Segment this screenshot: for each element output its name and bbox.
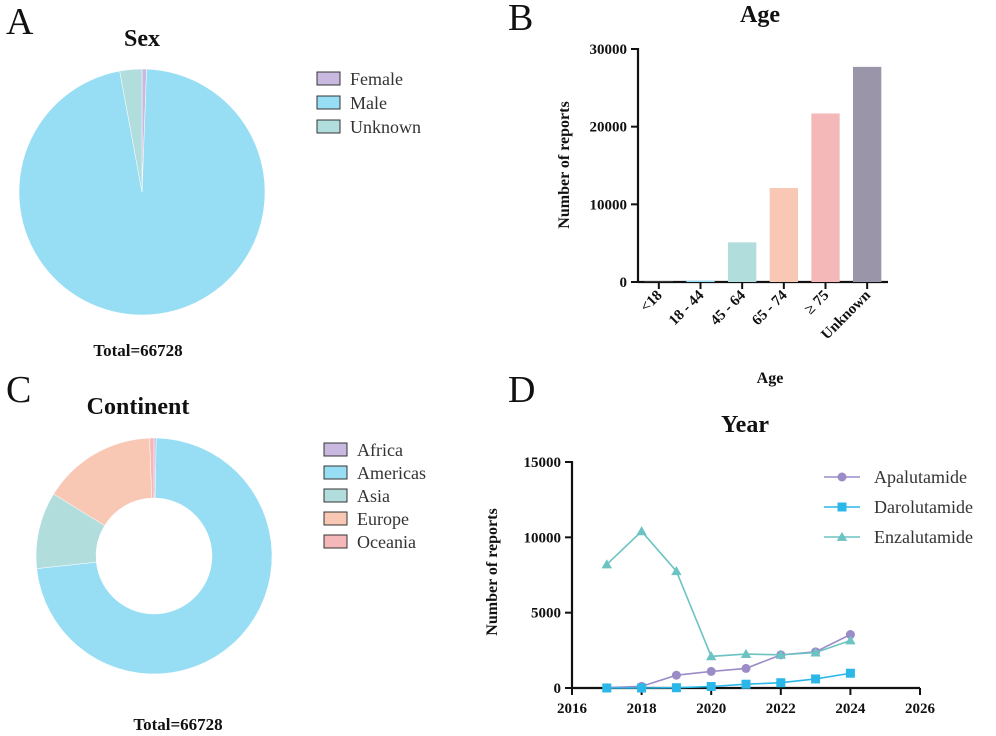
data-point-enzalutamide <box>775 649 786 659</box>
continent-chart-title: Continent <box>87 394 190 420</box>
pie-slice-oceania <box>149 437 155 499</box>
legend-label-americas: Americas <box>357 463 426 483</box>
data-point-apalutamide <box>706 666 716 676</box>
legend-swatch-asia <box>323 488 348 503</box>
continent-donut <box>35 437 273 675</box>
data-point-apalutamide <box>671 670 681 680</box>
age-x-tick-label: 45 - 64 <box>708 287 750 329</box>
panel-letter-a: A <box>6 1 34 43</box>
legend-swatch-oceania <box>323 534 348 549</box>
legend-label-africa: Africa <box>357 440 403 460</box>
panel-letter-d: D <box>508 369 535 411</box>
pie-slice-americas <box>36 437 273 675</box>
legend-marker-apalutamide <box>837 472 847 482</box>
year-x-tick-label: 2026 <box>905 701 936 717</box>
year-y-tick-label: 15000 <box>524 455 562 471</box>
year-x-tick-label: 2016 <box>557 701 588 717</box>
data-point-enzalutamide <box>706 651 717 661</box>
sex-pie <box>18 68 266 316</box>
data-point-darolutamide <box>776 678 786 688</box>
data-point-enzalutamide <box>636 526 647 536</box>
data-point-darolutamide <box>845 668 855 678</box>
data-point-apalutamide <box>741 663 751 673</box>
continent-total-label: Total=66728 <box>133 715 222 734</box>
legend-label-apalutamide: Apalutamide <box>874 467 967 487</box>
age-x-axis-label: Age <box>757 370 784 387</box>
legend-label-europe: Europe <box>357 509 409 529</box>
data-point-enzalutamide <box>810 647 821 657</box>
legend-swatch-male <box>316 95 341 110</box>
legend-label-enzalutamide: Enzalutamide <box>874 527 973 547</box>
series-line-enzalutamide <box>606 530 851 658</box>
series-darolutamide <box>602 668 855 693</box>
year-legend: Apalutamide Darolutamide Enzalutamide <box>824 467 973 547</box>
age-bar-75 <box>811 113 840 282</box>
series-line-darolutamide <box>606 672 851 689</box>
legend-label-darolutamide: Darolutamide <box>874 497 973 517</box>
year-x-tick-label: 2018 <box>627 701 657 717</box>
age-x-tick-label: ≥ 75 <box>802 288 832 318</box>
year-x-tick-label: 2020 <box>696 701 726 717</box>
year-y-tick-label: 0 <box>554 681 562 697</box>
data-point-darolutamide <box>811 674 821 684</box>
age-chart-title: Age <box>740 2 780 28</box>
data-point-darolutamide <box>637 683 647 693</box>
data-point-darolutamide <box>741 679 751 689</box>
age-bar-unknown <box>853 66 882 282</box>
age-bar-45-64 <box>728 242 757 282</box>
series-enzalutamide <box>601 526 856 661</box>
legend-swatch-unknown <box>316 119 341 134</box>
panel-c: C Continent Total=66728 Africa Americas As… <box>6 369 426 734</box>
age-y-tick-label: 0 <box>620 275 628 291</box>
age-x-tick-label: 65 - 74 <box>749 287 791 329</box>
data-point-enzalutamide <box>740 648 752 658</box>
legend-marker-darolutamide <box>837 502 847 512</box>
legend-marker-enzalutamide <box>836 531 848 541</box>
sex-legend: Female Male Unknown <box>316 69 421 137</box>
data-point-darolutamide <box>602 683 612 693</box>
age-y-tick-label: 20000 <box>590 120 628 136</box>
data-point-enzalutamide <box>671 566 682 576</box>
sex-chart-title: Sex <box>124 26 160 52</box>
data-point-enzalutamide <box>601 559 612 569</box>
age-bar-65-74 <box>769 188 798 282</box>
panel-letter-c: C <box>6 369 31 411</box>
year-line-chart: 0 5000 10000 15000 2016 2018 2020 2022 2024 2026 A… <box>524 455 973 717</box>
data-point-darolutamide <box>706 681 716 691</box>
legend-label-asia: Asia <box>357 486 390 506</box>
year-y-tick-label: 5000 <box>531 606 561 622</box>
data-point-apalutamide <box>845 630 855 640</box>
legend-label-unknown: Unknown <box>350 117 421 137</box>
panel-b: B Age 0 10000 20000 30000 <18 18 - 44 45 - 64 6… <box>508 0 888 387</box>
panel-letter-b: B <box>508 0 533 39</box>
year-y-tick-label: 10000 <box>524 530 562 546</box>
pie-slice-unknown <box>119 68 143 193</box>
age-x-tick-label: <18 <box>638 288 666 316</box>
legend-swatch-female <box>316 71 341 86</box>
data-point-enzalutamide <box>845 635 856 645</box>
age-y-axis-label: Number of reports <box>556 101 573 228</box>
continent-legend: Africa Americas Asia Europe Oceania <box>323 440 426 552</box>
legend-swatch-africa <box>323 442 348 457</box>
age-y-tick-label: 10000 <box>590 197 628 213</box>
panel-a: A Sex Total=66728 Female Male Unknown <box>6 1 421 360</box>
legend-swatch-americas <box>323 465 348 480</box>
legend-swatch-europe <box>323 511 348 526</box>
panel-d: D Year 0 5000 10000 15000 2016 2018 2020 2022 20… <box>484 369 973 717</box>
year-x-tick-label: 2022 <box>766 701 796 717</box>
data-point-darolutamide <box>671 683 681 693</box>
legend-label-oceania: Oceania <box>357 532 416 552</box>
year-chart-title: Year <box>721 412 769 438</box>
legend-label-female: Female <box>350 69 403 89</box>
age-y-tick-label: 30000 <box>590 42 628 58</box>
year-y-axis-label: Number of reports <box>484 508 501 635</box>
sex-total-label: Total=66728 <box>93 341 182 360</box>
age-bar-18-44 <box>686 280 715 282</box>
year-x-tick-label: 2024 <box>835 701 866 717</box>
legend-label-male: Male <box>350 93 387 113</box>
age-x-tick-label: 18 - 44 <box>666 287 708 329</box>
age-bar-chart: 0 10000 20000 30000 <18 18 - 44 45 - 64 65 - 74… <box>590 42 888 343</box>
